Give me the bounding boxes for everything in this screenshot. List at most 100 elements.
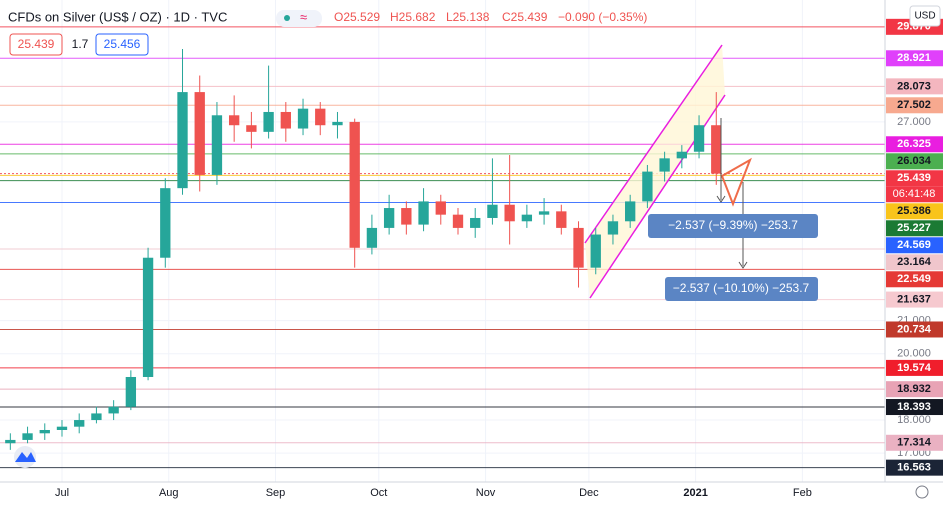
price-label: 21.637: [897, 293, 931, 305]
price-label-box: [886, 136, 943, 153]
candle-body: [228, 115, 240, 126]
candle-body: [538, 211, 550, 215]
price-label-box: [886, 459, 943, 476]
price-label-box: [886, 97, 943, 114]
candle-body: [401, 208, 412, 225]
candle-body: [211, 115, 223, 175]
candle-body: [573, 227, 584, 268]
price-label: 25.227: [897, 222, 931, 234]
candle-body: [452, 214, 464, 228]
candle-body: [39, 429, 50, 434]
measure-box: [665, 277, 818, 301]
candle-body: [22, 433, 33, 440]
price-label-box: [886, 399, 943, 416]
candle-body: [280, 111, 291, 129]
measure-label: −2.537 (−9.39%) −253.7: [668, 218, 798, 232]
candle-body: [659, 158, 670, 172]
x-tick-label: Feb: [793, 487, 812, 499]
price-label: 20.734: [897, 323, 932, 335]
candle-body: [160, 188, 171, 258]
candle-body: [246, 125, 257, 132]
price-label-box: [886, 153, 943, 170]
price-label: 17.314: [897, 437, 932, 449]
price-label: 26.034: [897, 155, 932, 167]
price-label: 28.921: [897, 52, 931, 64]
candle-body: [366, 227, 378, 248]
price-label-box: [886, 271, 943, 288]
candle-body: [383, 208, 395, 228]
arrow-head: [738, 261, 748, 269]
candles: [5, 49, 722, 450]
currency-label: USD: [914, 11, 935, 22]
candle-body: [418, 201, 429, 225]
status-icon: ≈: [300, 9, 307, 24]
candle-body: [5, 439, 16, 444]
price-label: 27.502: [897, 99, 931, 111]
candle-body: [676, 151, 687, 159]
candle-body: [297, 108, 309, 129]
price-label-box: [886, 359, 943, 376]
countdown-box: [886, 186, 943, 203]
candle-body: [74, 420, 85, 427]
candle-body: [521, 214, 533, 222]
input-box[interactable]: [95, 33, 149, 56]
price-label-box: [886, 220, 943, 237]
y-tick-label: 18.000: [897, 414, 931, 426]
y-tick-label: 20.000: [897, 348, 931, 360]
ohlc-open: O25.529: [334, 10, 380, 24]
price-label: 22.549: [897, 273, 931, 285]
candle-body: [711, 125, 722, 174]
price-label-box: [886, 203, 943, 220]
price-label-box: [886, 237, 943, 254]
candle-body: [91, 413, 102, 421]
x-tick-label: Jul: [55, 487, 69, 499]
measure-label: −2.537 (−10.10%) −253.7: [673, 281, 810, 295]
channel-fill: [585, 45, 725, 298]
input-value: 1.7: [72, 37, 89, 51]
price-label: 18.932: [897, 383, 931, 395]
price-label-box: [886, 381, 943, 398]
candle-body: [642, 171, 653, 202]
ohlc-change: −0.090 (−0.35%): [558, 10, 647, 24]
price-label: 19.574: [897, 362, 932, 374]
price-label: 25.386: [897, 205, 931, 217]
status-dot: [284, 15, 290, 21]
x-tick-label: Dec: [579, 487, 599, 499]
price-label: 18.393: [897, 401, 931, 413]
logo-mark: [15, 452, 36, 462]
candle-body: [556, 211, 567, 228]
input-box[interactable]: [9, 33, 63, 56]
measure-box: [648, 214, 818, 238]
price-label: 24.569: [897, 239, 931, 251]
price-label-box: [886, 254, 943, 271]
price-label: 25.439: [897, 172, 931, 184]
currency-button[interactable]: [909, 5, 941, 27]
candle-body: [487, 204, 498, 218]
time-axis: Jul Aug Sep Oct Nov Dec 2021 Feb: [55, 487, 812, 499]
candle-body: [590, 234, 601, 268]
candle-body: [125, 376, 137, 407]
ohlc-low: L25.138: [446, 10, 490, 24]
price-label-box: [886, 291, 943, 308]
price-label-box: [886, 170, 943, 187]
price-label-box: [886, 78, 943, 95]
y-tick-label: 27.000: [897, 116, 931, 128]
price-label: 26.325: [897, 138, 931, 150]
x-tick-label: Nov: [476, 487, 496, 499]
candle-body: [177, 92, 188, 189]
price-label: 23.164: [897, 256, 932, 268]
candle-body: [625, 201, 636, 222]
candle-body: [108, 406, 119, 414]
channel-line: [584, 44, 723, 244]
candle-body: [607, 221, 619, 235]
symbol-title: CFDs on Silver (US$ / OZ) · 1D · TVC: [8, 9, 227, 24]
candle-body: [315, 108, 326, 126]
candle-body: [470, 217, 481, 228]
candle-body: [194, 92, 205, 175]
settings-icon[interactable]: [915, 485, 929, 499]
x-tick-label: Sep: [266, 487, 286, 499]
candle-body: [349, 121, 360, 248]
